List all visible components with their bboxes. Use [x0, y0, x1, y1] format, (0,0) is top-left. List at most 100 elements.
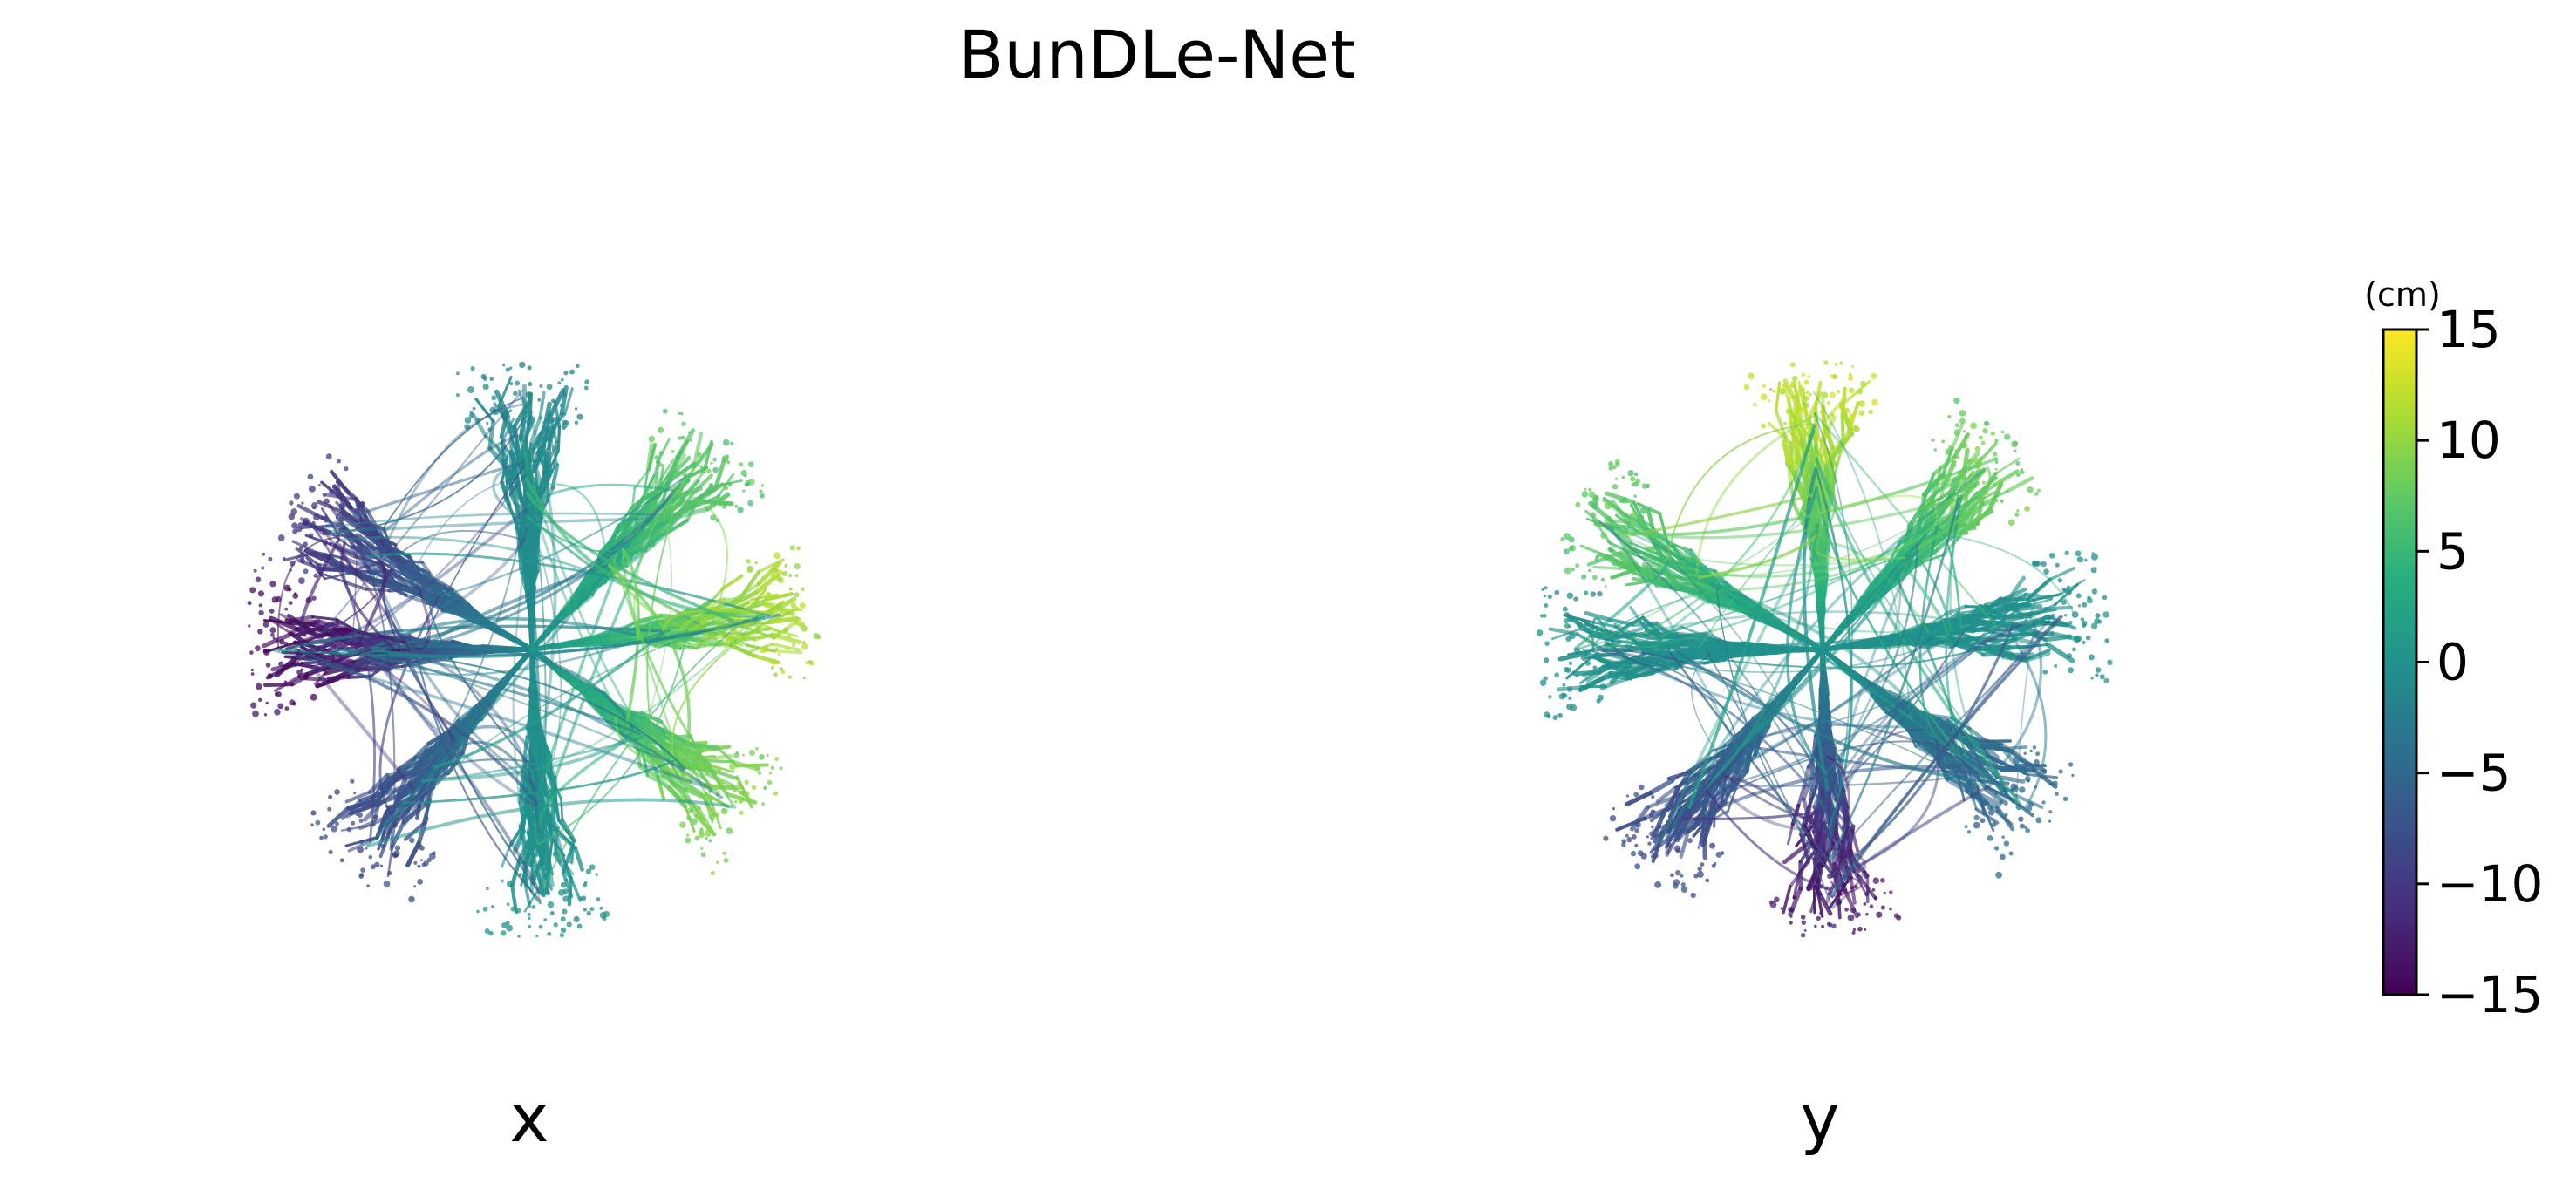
scatter-point — [715, 518, 720, 523]
trajectory-segment — [365, 588, 392, 593]
scatter-point — [1800, 915, 1806, 920]
scatter-point — [1803, 928, 1807, 932]
scatter-point — [704, 829, 712, 837]
scatter-point — [760, 646, 767, 654]
scatter-point — [1594, 557, 1599, 562]
scatter-point — [1587, 627, 1591, 631]
trajectory-segment — [519, 813, 525, 840]
scatter-point — [296, 669, 303, 676]
trajectory-segment — [529, 733, 542, 760]
trajectory-segment — [291, 540, 318, 554]
scatter-point — [775, 603, 782, 610]
scatter-point — [783, 627, 789, 634]
trajectory-segment — [501, 460, 509, 485]
scatter-point — [1546, 714, 1551, 719]
scatter-point — [1876, 911, 1883, 918]
scatter-point — [794, 563, 801, 570]
scatter-point — [491, 905, 494, 908]
scatter-point — [505, 921, 510, 926]
scatter-point — [721, 808, 726, 812]
scatter-point — [671, 449, 675, 453]
scatter-point — [808, 660, 812, 664]
scatter-point — [1889, 907, 1892, 911]
trajectory-segment — [560, 819, 576, 843]
trajectory-segment — [727, 598, 753, 611]
scatter-point — [331, 825, 338, 833]
scatter-point — [262, 649, 268, 654]
scatter-point — [308, 485, 316, 493]
scatter-point — [1653, 853, 1659, 859]
trajectory-segment — [531, 508, 543, 535]
trajectory-segment — [767, 596, 797, 616]
scatter-point — [740, 469, 747, 477]
scatter-point — [560, 927, 567, 934]
scatter-point — [1680, 882, 1686, 887]
scatter-point — [1634, 843, 1639, 848]
scatter-point — [583, 385, 589, 391]
trajectory-segment — [323, 642, 350, 662]
scatter-point — [392, 822, 398, 828]
trajectory-segment — [337, 512, 361, 531]
scatter-point — [547, 901, 555, 908]
scatter-point — [1650, 809, 1655, 814]
scatter-point — [678, 450, 684, 454]
trajectory-segment — [660, 502, 682, 520]
scatter-point — [753, 764, 760, 771]
scatter-point — [1657, 824, 1662, 829]
trajectory-segment — [331, 484, 353, 510]
trajectory-segment — [431, 583, 453, 603]
scatter-point — [649, 456, 653, 460]
trajectory-segment — [559, 385, 569, 416]
scatter-point — [761, 576, 765, 580]
scatter-point — [262, 552, 266, 556]
trajectory-segment — [603, 545, 624, 569]
scatter-point — [1592, 665, 1598, 670]
scatter-point — [391, 852, 395, 856]
scatter-point — [252, 710, 259, 717]
scatter-point — [787, 675, 793, 679]
trajectory-segment — [295, 547, 320, 566]
scatter-point — [559, 933, 564, 938]
scatter-point — [674, 454, 679, 459]
trajectory-segment — [371, 777, 389, 799]
scatter-point — [310, 823, 314, 826]
scatter-point — [739, 791, 744, 795]
scatter-point — [1584, 660, 1591, 666]
scatter-point — [1634, 828, 1639, 833]
scatter-point — [777, 653, 780, 656]
scatter-point — [767, 779, 773, 785]
scatter-point — [420, 859, 423, 862]
scatter-point — [1634, 863, 1641, 870]
scatter-point — [277, 534, 285, 541]
scatter-point — [706, 468, 712, 473]
scatter-point — [794, 620, 801, 626]
scatter-point — [1568, 547, 1574, 552]
scatter-point — [1633, 494, 1637, 498]
scatter-point — [739, 462, 744, 467]
scatter-point — [1801, 920, 1806, 925]
scatter-point — [1625, 833, 1629, 838]
scatter-point — [1643, 816, 1648, 820]
scatter-point — [303, 634, 307, 637]
scatter-point — [1541, 588, 1544, 591]
scatter-point — [288, 513, 295, 520]
scatter-point — [787, 635, 791, 638]
scatter-point — [1547, 595, 1552, 599]
trajectory-segment — [510, 883, 519, 915]
scatter-point — [1819, 911, 1823, 915]
scatter-point — [558, 889, 565, 896]
trajectory-segment — [387, 790, 409, 813]
scatter-point — [696, 452, 702, 458]
trajectory-segment — [549, 388, 566, 418]
scatter-point — [368, 854, 373, 860]
scatter-point — [482, 906, 488, 912]
scatter-point — [1809, 887, 1813, 891]
scatter-point — [1543, 614, 1547, 618]
scatter-point — [1714, 861, 1717, 866]
scatter-point — [272, 636, 276, 640]
scatter-point — [1569, 632, 1576, 640]
scatter-point — [748, 750, 755, 756]
trajectory-segment — [262, 682, 295, 688]
scatter-point — [383, 881, 391, 887]
trajectory-segment — [320, 507, 338, 534]
